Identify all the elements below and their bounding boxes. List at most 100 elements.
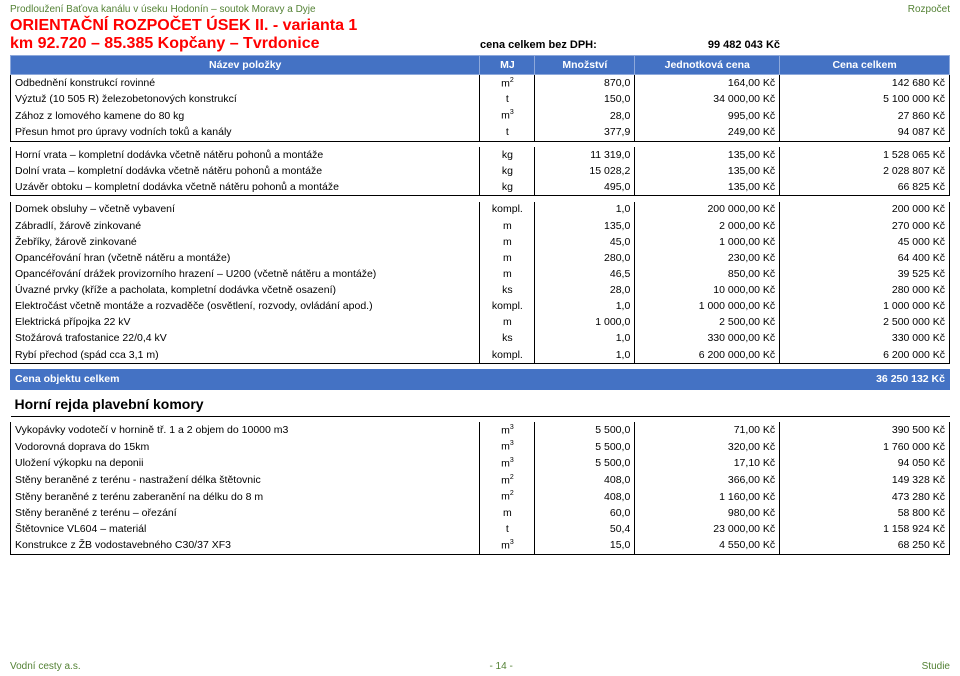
cell-total: 1 000 000 Kč bbox=[780, 299, 950, 315]
table-row: Konstrukce z ŽB vodostavebného C30/37 XF… bbox=[11, 538, 950, 555]
page-footer: Vodní cesty a.s. - 14 - Studie bbox=[10, 661, 950, 672]
table-row: Opancéřování drážek provizorního hrazení… bbox=[11, 266, 950, 282]
cell-unit: 135,00 Kč bbox=[635, 179, 780, 196]
cell-mj: m2 bbox=[480, 472, 535, 489]
cell-name: Opancéřování drážek provizorního hrazení… bbox=[11, 266, 480, 282]
cell-total: 5 100 000 Kč bbox=[780, 92, 950, 108]
footer-left: Vodní cesty a.s. bbox=[10, 661, 81, 672]
cell-name: Domek obsluhy – včetně vybavení bbox=[11, 202, 480, 218]
cell-total: 66 825 Kč bbox=[780, 179, 950, 196]
table-row: Opancéřování hran (včetně nátěru a montá… bbox=[11, 250, 950, 266]
table-row: Zábradlí, žárově zinkovaném135,02 000,00… bbox=[11, 218, 950, 234]
cell-unit: 249,00 Kč bbox=[635, 124, 780, 141]
object-total-value: 36 250 132 Kč bbox=[780, 370, 950, 390]
cell-name: Stěny beraněné z terénu – ořezání bbox=[11, 505, 480, 521]
cell-unit: 330 000,00 Kč bbox=[635, 331, 780, 347]
cell-qty: 135,0 bbox=[535, 218, 635, 234]
cell-unit: 230,00 Kč bbox=[635, 250, 780, 266]
cell-name: Zábradlí, žárově zinkované bbox=[11, 218, 480, 234]
cell-unit: 320,00 Kč bbox=[635, 439, 780, 456]
cell-qty: 11 319,0 bbox=[535, 147, 635, 163]
cell-total: 2 028 807 Kč bbox=[780, 163, 950, 179]
cell-qty: 870,0 bbox=[535, 75, 635, 92]
cell-qty: 45,0 bbox=[535, 234, 635, 250]
cell-total: 330 000 Kč bbox=[780, 331, 950, 347]
cell-name: Odbednění konstrukcí rovinné bbox=[11, 75, 480, 92]
cell-mj: m3 bbox=[480, 456, 535, 473]
cell-name: Stěny beraněné z terénu - nastražení dél… bbox=[11, 472, 480, 489]
cell-name: Vodorovná doprava do 15km bbox=[11, 439, 480, 456]
cell-total: 390 500 Kč bbox=[780, 422, 950, 439]
table-row: Přesun hmot pro úpravy vodních toků a ka… bbox=[11, 124, 950, 141]
grand-total-label: cena celkem bez DPH: bbox=[480, 39, 660, 51]
cell-total: 58 800 Kč bbox=[780, 505, 950, 521]
header-right: Rozpočet bbox=[908, 4, 950, 15]
cell-total: 200 000 Kč bbox=[780, 202, 950, 218]
cell-name: Elektrická přípojka 22 kV bbox=[11, 315, 480, 331]
cell-mj: ks bbox=[480, 283, 535, 299]
cell-total: 270 000 Kč bbox=[780, 218, 950, 234]
cell-unit: 10 000,00 Kč bbox=[635, 283, 780, 299]
cell-qty: 5 500,0 bbox=[535, 439, 635, 456]
cell-total: 2 500 000 Kč bbox=[780, 315, 950, 331]
cell-unit: 2 500,00 Kč bbox=[635, 315, 780, 331]
table-row: Uzávěr obtoku – kompletní dodávka včetně… bbox=[11, 179, 950, 196]
cell-unit: 135,00 Kč bbox=[635, 147, 780, 163]
table-row: Dolní vrata – kompletní dodávka včetně n… bbox=[11, 163, 950, 179]
cell-unit: 1 000 000,00 Kč bbox=[635, 299, 780, 315]
table-row: Stěny beraněné z terénu zaberanění na dé… bbox=[11, 489, 950, 506]
col-name: Název položky bbox=[11, 56, 480, 75]
cell-name: Elektročást včetně montáže a rozvaděče (… bbox=[11, 299, 480, 315]
cell-qty: 46,5 bbox=[535, 266, 635, 282]
cell-mj: m bbox=[480, 250, 535, 266]
cell-unit: 1 000,00 Kč bbox=[635, 234, 780, 250]
cell-mj: m3 bbox=[480, 439, 535, 456]
cell-mj: m2 bbox=[480, 75, 535, 92]
cell-total: 94 050 Kč bbox=[780, 456, 950, 473]
cell-total: 45 000 Kč bbox=[780, 234, 950, 250]
cell-unit: 1 160,00 Kč bbox=[635, 489, 780, 506]
cell-total: 6 200 000 Kč bbox=[780, 347, 950, 364]
cell-unit: 850,00 Kč bbox=[635, 266, 780, 282]
cell-mj: t bbox=[480, 124, 535, 141]
cell-qty: 377,9 bbox=[535, 124, 635, 141]
cell-total: 149 328 Kč bbox=[780, 472, 950, 489]
cell-qty: 1,0 bbox=[535, 202, 635, 218]
cell-unit: 2 000,00 Kč bbox=[635, 218, 780, 234]
cell-mj: m bbox=[480, 315, 535, 331]
title-line2: km 92.720 – 85.385 Kopčany – Tvrdonice bbox=[10, 35, 480, 53]
cell-mj: m bbox=[480, 234, 535, 250]
cell-mj: ks bbox=[480, 331, 535, 347]
cell-unit: 366,00 Kč bbox=[635, 472, 780, 489]
grand-total-value: 99 482 043 Kč bbox=[660, 39, 780, 51]
cell-total: 94 087 Kč bbox=[780, 124, 950, 141]
cell-qty: 5 500,0 bbox=[535, 422, 635, 439]
budget-table: Název položky MJ Množství Jednotková cen… bbox=[10, 55, 950, 555]
cell-unit: 34 000,00 Kč bbox=[635, 92, 780, 108]
cell-qty: 1 000,0 bbox=[535, 315, 635, 331]
cell-qty: 15,0 bbox=[535, 538, 635, 555]
col-qty: Množství bbox=[535, 56, 635, 75]
cell-qty: 280,0 bbox=[535, 250, 635, 266]
cell-unit: 980,00 Kč bbox=[635, 505, 780, 521]
table-row: Štětovnice VL604 – materiált50,423 000,0… bbox=[11, 522, 950, 538]
cell-mj: kg bbox=[480, 147, 535, 163]
table-row: Elektročást včetně montáže a rozvaděče (… bbox=[11, 299, 950, 315]
cell-total: 1 158 924 Kč bbox=[780, 522, 950, 538]
cell-mj: m2 bbox=[480, 489, 535, 506]
cell-name: Zához z lomového kamene do 80 kg bbox=[11, 108, 480, 125]
table-row: Elektrická přípojka 22 kVm1 000,02 500,0… bbox=[11, 315, 950, 331]
section-title: Horní rejda plavební komory bbox=[11, 390, 950, 417]
cell-name: Štětovnice VL604 – materiál bbox=[11, 522, 480, 538]
cell-unit: 4 550,00 Kč bbox=[635, 538, 780, 555]
cell-mj: m bbox=[480, 505, 535, 521]
cell-unit: 164,00 Kč bbox=[635, 75, 780, 92]
header-left: Prodloužení Baťova kanálu v úseku Hodoní… bbox=[10, 4, 316, 15]
cell-total: 27 860 Kč bbox=[780, 108, 950, 125]
cell-total: 39 525 Kč bbox=[780, 266, 950, 282]
cell-name: Dolní vrata – kompletní dodávka včetně n… bbox=[11, 163, 480, 179]
table-row: Odbednění konstrukcí rovinném2870,0164,0… bbox=[11, 75, 950, 92]
cell-name: Úvazné prvky (kříže a pacholata, komplet… bbox=[11, 283, 480, 299]
col-total: Cena celkem bbox=[780, 56, 950, 75]
table-header-row: Název položky MJ Množství Jednotková cen… bbox=[11, 56, 950, 75]
